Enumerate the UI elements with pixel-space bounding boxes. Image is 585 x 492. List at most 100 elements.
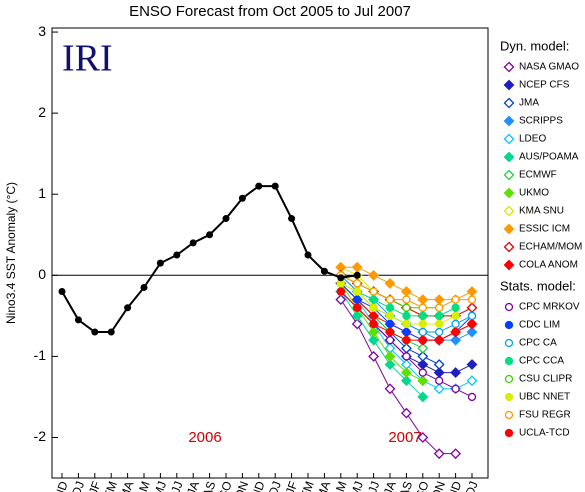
observed-point — [91, 328, 99, 336]
legend-label: FSU REGR — [519, 410, 571, 421]
marker — [467, 392, 477, 402]
marker — [433, 448, 445, 460]
legend-marker — [503, 241, 515, 253]
year-label: 2007 — [388, 429, 421, 446]
marker — [435, 376, 444, 385]
series-line — [340, 291, 424, 398]
marker — [385, 303, 395, 312]
observed-point — [271, 182, 279, 190]
marker — [466, 302, 478, 314]
legend-label: AUS/POAMA — [519, 152, 579, 163]
marker — [451, 311, 460, 320]
marker — [418, 336, 427, 345]
legend-item: UBC NNET — [504, 392, 570, 403]
legend-item: CSU CLIPR — [504, 374, 572, 385]
legend-item: JMA — [503, 97, 539, 109]
x-tick-label: JJA — [379, 479, 399, 492]
legend-item: CDC LIM — [504, 320, 560, 331]
x-tick-label: JJA — [182, 479, 202, 492]
marker — [353, 303, 362, 312]
marker — [353, 295, 362, 304]
chart-title: ENSO Forecast from Oct 2005 to Jul 2007 — [129, 3, 411, 20]
legend-item: SCRIPPS — [503, 115, 563, 127]
marker — [368, 326, 380, 338]
marker — [384, 383, 396, 395]
legend-marker — [503, 259, 515, 271]
legend-marker — [503, 133, 515, 145]
marker — [450, 448, 462, 460]
marker — [417, 342, 429, 354]
marker — [335, 294, 347, 306]
legend-marker — [503, 79, 515, 91]
marker — [466, 326, 478, 338]
marker — [369, 295, 378, 304]
observed-point — [140, 283, 148, 291]
legend-item: LDEO — [503, 133, 546, 145]
marker — [351, 261, 363, 273]
legend-item: CPC MRKOV — [504, 302, 580, 313]
legend-marker — [503, 97, 515, 109]
marker — [418, 311, 427, 320]
series — [335, 294, 462, 460]
legend-marker — [504, 338, 514, 348]
legend-item: ECHAM/MOM — [503, 241, 582, 253]
legend-marker — [503, 205, 515, 217]
marker — [402, 336, 411, 345]
legend-marker — [504, 428, 514, 438]
legend-marker — [503, 187, 515, 199]
legend-marker — [504, 356, 514, 366]
legend-marker — [504, 320, 514, 330]
legend-item: AUS/POAMA — [503, 151, 579, 163]
legend-label: CSU CLIPR — [519, 374, 572, 385]
marker — [385, 327, 395, 337]
marker — [417, 294, 429, 306]
marker — [369, 287, 378, 296]
observed-point — [156, 259, 164, 267]
marker — [400, 286, 412, 297]
marker — [402, 319, 411, 329]
observed-point — [320, 267, 328, 275]
marker — [467, 319, 477, 329]
marker — [435, 336, 444, 345]
y-tick-label: 2 — [38, 104, 46, 120]
marker — [467, 295, 477, 304]
marker — [385, 319, 395, 329]
marker — [451, 303, 460, 312]
legend-label: ECHAM/MOM — [519, 242, 582, 253]
marker — [433, 294, 445, 306]
observed-point — [222, 215, 230, 223]
observed-point — [107, 328, 115, 336]
legend-label: NASA GMAO — [519, 62, 579, 73]
marker — [368, 269, 380, 281]
marker — [435, 319, 444, 329]
marker — [466, 359, 478, 370]
legend-title: Stats. model: — [500, 278, 576, 293]
legend-marker — [503, 61, 515, 73]
legend-marker — [504, 410, 514, 420]
marker — [433, 359, 445, 370]
marker — [400, 367, 412, 379]
series — [336, 287, 477, 345]
legend-label: ESSIC ICM — [519, 224, 570, 235]
legend-label: NCEP CFS — [519, 80, 570, 91]
legend-marker — [504, 392, 514, 402]
legend-label: UKMO — [519, 188, 549, 199]
observed-point — [173, 251, 181, 259]
observed-point — [58, 288, 66, 296]
marker — [353, 287, 362, 296]
logo: IRI — [62, 38, 113, 80]
marker — [385, 311, 395, 320]
legend-item: UKMO — [503, 187, 549, 199]
marker — [351, 318, 363, 330]
marker — [385, 336, 395, 345]
series-line — [61, 185, 358, 334]
marker — [417, 375, 429, 387]
observed-point — [255, 182, 263, 190]
marker — [402, 352, 411, 361]
legend-item: CPC CCA — [504, 356, 564, 367]
legend-label: COLA ANOM — [519, 260, 578, 271]
marker — [369, 303, 378, 312]
marker — [451, 384, 460, 393]
series — [336, 279, 460, 329]
observed-point — [288, 215, 296, 223]
